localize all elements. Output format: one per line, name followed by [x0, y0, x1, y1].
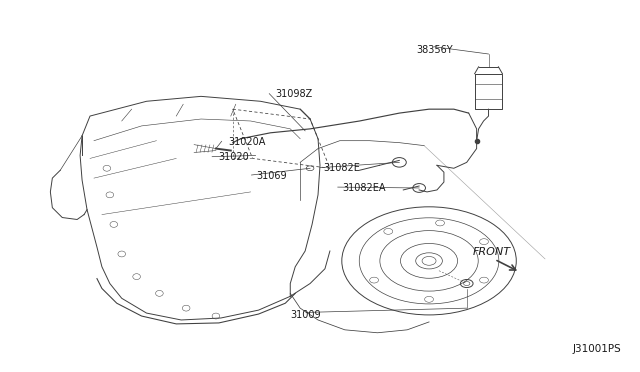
Text: 31020A: 31020A — [228, 137, 266, 147]
Text: 31082E: 31082E — [323, 163, 360, 173]
Text: 38356Y: 38356Y — [416, 45, 452, 55]
Text: 31082EA: 31082EA — [342, 183, 386, 193]
Text: 31098Z: 31098Z — [276, 89, 313, 99]
Text: 31020: 31020 — [218, 153, 249, 163]
Text: J31001PS: J31001PS — [573, 344, 621, 354]
Text: 31069: 31069 — [257, 171, 287, 181]
Text: FRONT: FRONT — [472, 247, 510, 257]
Text: 31009: 31009 — [291, 310, 321, 320]
